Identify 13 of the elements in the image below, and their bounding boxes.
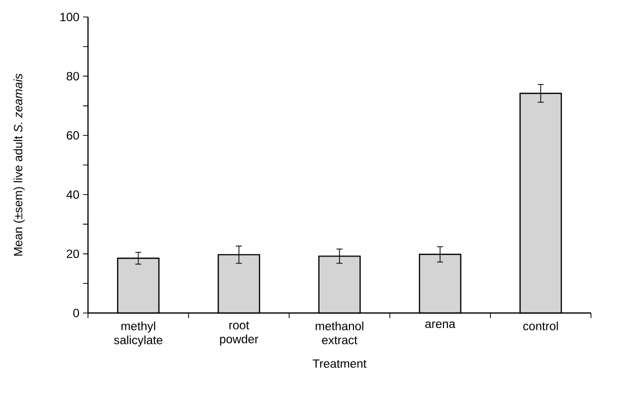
y-tick-label: 20: [66, 250, 80, 258]
x-tick-label: root powder: [220, 322, 258, 346]
x-tick-label: control: [523, 322, 558, 330]
x-tick-label: arena: [425, 322, 456, 328]
x-tick-label: methyl salicylate: [114, 322, 162, 347]
x-axis-title: Treatment: [312, 359, 366, 368]
y-tick-label: 60: [66, 131, 80, 140]
y-axis-title: Mean (±sem) live adult S. zeamais: [14, 74, 25, 256]
y-tick-label: 80: [66, 72, 80, 80]
x-tick-label: methanol extract: [316, 322, 364, 344]
y-tick-label: 100: [60, 12, 80, 22]
y-tick-label: 0: [73, 308, 80, 318]
y-tick-label: 40: [66, 190, 80, 199]
